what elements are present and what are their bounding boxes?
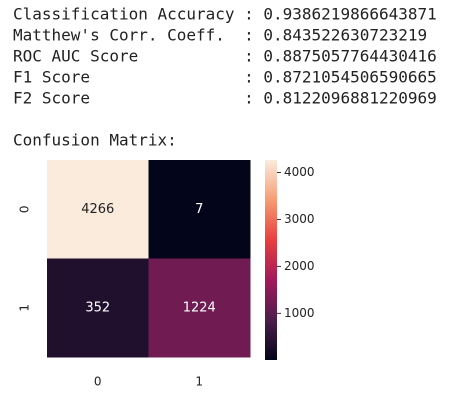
metric-value: 0.843522630723219: [263, 26, 427, 45]
cell-label: 7: [195, 202, 203, 217]
separator: :: [244, 89, 254, 108]
y-tick-label: 1: [18, 304, 32, 312]
metric-label: Matthew's Corr. Coeff.: [13, 26, 225, 45]
colorbar: [265, 160, 277, 360]
heatmap-cell: [148, 258, 251, 358]
metric-value: 0.8122096881220969: [263, 89, 436, 108]
colorbar-tick-label: 2000: [284, 259, 315, 273]
metric-value: 0.8875057764430416: [263, 47, 436, 66]
metric-label: Classification Accuracy: [13, 5, 235, 24]
separator: :: [244, 47, 254, 66]
cell-label: 352: [85, 300, 110, 315]
heatmap-cell: [47, 258, 149, 358]
separator: :: [244, 26, 254, 45]
heading: Confusion Matrix:: [13, 131, 177, 150]
separator: :: [244, 5, 254, 24]
heatmap-cell: [47, 160, 149, 259]
x-tick-label: 1: [195, 375, 203, 389]
cell-label: 4266: [81, 202, 114, 217]
separator: :: [244, 68, 254, 87]
colorbar-tick-label: 1000: [284, 306, 315, 320]
metric-label: F2 Score: [13, 89, 90, 108]
x-tick-label: 0: [94, 375, 102, 389]
heatmap-cell: [148, 160, 251, 259]
colorbar-tick-label: 4000: [284, 165, 315, 179]
metric-value: 0.9386219866643871: [263, 5, 436, 24]
y-tick-label: 0: [18, 205, 32, 213]
cell-label: 1224: [183, 300, 216, 315]
colorbar-tick-label: 3000: [284, 212, 315, 226]
metric-label: F1 Score: [13, 68, 90, 87]
metric-value: 0.8721054506590665: [263, 68, 436, 87]
metric-label: ROC AUC Score: [13, 47, 138, 66]
